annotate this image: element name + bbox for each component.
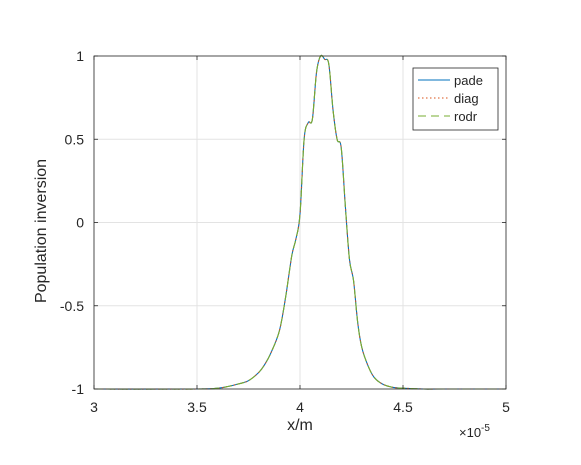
y-axis-label: Population inversion [33,159,50,303]
x-exponent: ×10 -5 [459,423,490,440]
legend-label-pade: pade [454,73,483,88]
x-tick-label: 4 [296,399,304,415]
x-tick-label: 5 [502,399,510,415]
series-lines [93,54,506,390]
y-tick-labels: -1 -0.5 0 0.5 1 [60,48,84,397]
series-line-diag [93,54,506,390]
x-tick-labels: 3 3.5 4 4.5 5 [90,399,510,415]
y-tick-label: -0.5 [60,298,84,314]
x-tick-label: 3 [90,399,98,415]
y-tick-label: 1 [76,48,84,64]
y-tick-label: 0.5 [65,131,85,147]
legend-label-diag: diag [454,91,479,106]
x-tick-label: 3.5 [187,399,207,415]
legend-label-rodr: rodr [454,109,478,124]
y-tick-label: 0 [76,215,84,231]
legend-box [412,67,499,131]
y-tick-label: -1 [72,381,85,397]
legend: pade diag rodr [412,67,499,131]
x-exponent-base: ×10 [459,425,481,440]
x-axis-label: x/m [287,417,313,434]
ticks [93,55,507,390]
x-exponent-power: -5 [481,423,490,434]
series-line-rodr [93,54,506,390]
x-tick-label: 4.5 [393,399,413,415]
